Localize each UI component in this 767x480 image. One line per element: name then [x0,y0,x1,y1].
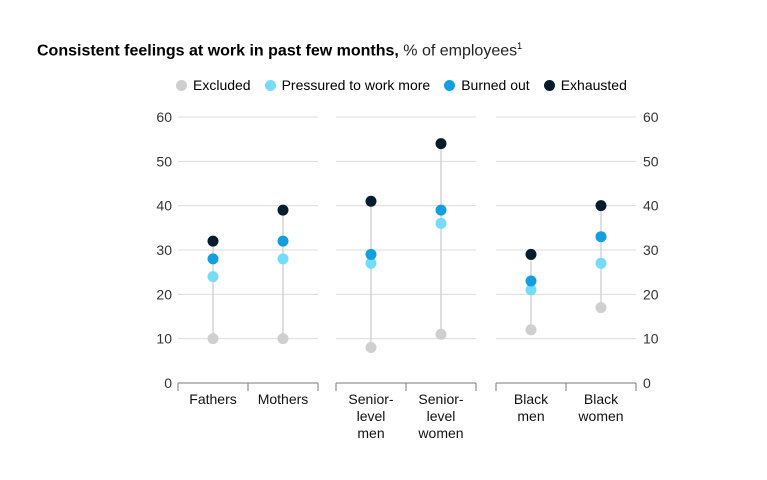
y-tick-label-right: 20 [643,286,659,302]
legend-item-burned-out: Burned out [444,77,530,93]
legend-swatch-exhausted [543,79,555,91]
data-point-excluded [595,302,607,314]
category-label: Senior- [418,391,463,407]
y-tick-label-left: 10 [156,331,172,347]
data-point-excluded [525,324,537,336]
y-tick-label-right: 50 [643,153,659,169]
category-label: women [577,408,623,424]
legend-item-excluded: Excluded [176,77,251,93]
category-label: women [417,425,463,441]
y-tick-label-left: 20 [156,286,172,302]
category-label: Fathers [189,391,236,407]
legend-item-pressured: Pressured to work more [264,77,431,93]
legend: Excluded Pressured to work more Burned o… [176,77,627,93]
data-point-burned-out [435,204,447,216]
data-point-burned-out [525,275,537,287]
y-tick-label-left: 30 [156,242,172,258]
y-tick-label-right: 40 [643,198,659,214]
y-tick-label-left: 0 [164,375,172,391]
data-point-exhausted [277,204,289,216]
chart-title-bold: Consistent feelings at work in past few … [37,42,399,60]
data-point-excluded [365,342,377,354]
category-label: men [357,425,384,441]
y-tick-label-left: 60 [156,109,172,125]
data-point-pressured-to-work-more [595,257,607,269]
category-label: level [357,408,386,424]
legend-item-exhausted: Exhausted [543,77,627,93]
data-point-pressured-to-work-more [365,257,377,269]
legend-label-excluded: Excluded [193,77,251,93]
chart-title-unit: % of employees [403,42,518,60]
y-tick-label-right: 10 [643,331,659,347]
legend-label-pressured: Pressured to work more [281,77,431,93]
data-point-pressured-to-work-more [435,217,447,229]
y-tick-label-right: 60 [643,109,659,125]
category-label: Senior- [348,391,393,407]
data-point-excluded [207,333,219,345]
data-point-burned-out [207,253,219,265]
legend-swatch-burned-out [444,79,456,91]
data-point-burned-out [595,231,607,243]
data-point-exhausted [207,235,219,247]
data-point-pressured-to-work-more [277,253,289,265]
data-point-pressured-to-work-more [525,284,537,296]
category-label: level [427,408,456,424]
data-point-burned-out [365,248,377,260]
legend-label-exhausted: Exhausted [560,77,627,93]
category-label: Mothers [258,391,309,407]
category-label: men [517,408,544,424]
y-tick-label-right: 30 [643,242,659,258]
data-point-excluded [277,333,289,345]
data-point-burned-out [277,235,289,247]
legend-label-burned-out: Burned out [461,77,530,93]
category-label: Black [584,391,619,407]
chart-title: Consistent feelings at work in past few … [37,41,522,60]
data-point-pressured-to-work-more [207,271,219,283]
data-point-exhausted [365,195,377,207]
y-tick-label-right: 0 [643,375,651,391]
title-footnote-marker: 1 [517,41,523,51]
legend-swatch-excluded [176,79,187,91]
category-label: Black [514,391,549,407]
y-tick-label-left: 40 [156,198,172,214]
data-point-exhausted [525,248,537,260]
legend-swatch-pressured [264,79,276,91]
data-point-exhausted [435,138,447,150]
data-point-excluded [435,328,447,340]
data-point-exhausted [595,200,607,212]
y-tick-label-left: 50 [156,153,172,169]
